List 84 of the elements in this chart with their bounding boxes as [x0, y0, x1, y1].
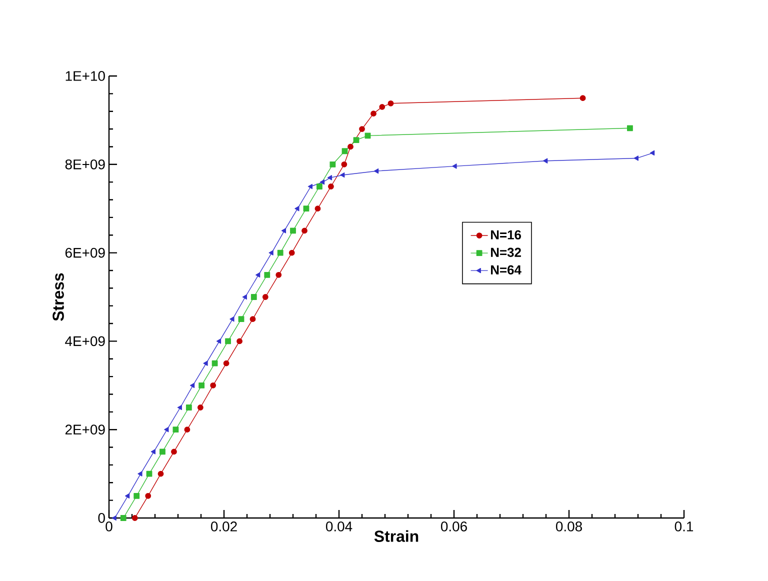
point: [370, 110, 376, 117]
x-tick-label: 0.06: [440, 522, 467, 532]
point: [342, 148, 348, 154]
point: [242, 294, 247, 300]
point: [212, 360, 218, 366]
point: [177, 404, 182, 410]
point: [250, 294, 257, 300]
point: [364, 132, 371, 139]
point: [145, 492, 152, 499]
point: [348, 144, 354, 150]
point: [134, 492, 140, 499]
x-tick-label: 0.08: [556, 522, 582, 532]
y-tick-label: 8E+09: [65, 159, 105, 170]
point: [132, 515, 138, 521]
point: [268, 250, 274, 256]
y-tick-label: 6E+09: [65, 248, 105, 258]
point: [302, 228, 308, 234]
point: [276, 272, 282, 278]
point: [186, 404, 192, 410]
point: [172, 426, 179, 433]
point: [158, 470, 164, 477]
point: [327, 175, 332, 180]
point: [316, 184, 322, 190]
point: [160, 448, 166, 455]
point: [225, 338, 231, 344]
point: [264, 272, 270, 278]
point: [308, 184, 312, 190]
point: [262, 294, 268, 300]
point: [150, 449, 156, 454]
point: [238, 316, 244, 322]
point: [112, 515, 116, 521]
x-tick-label: 0.1: [674, 522, 694, 532]
point: [330, 161, 336, 168]
point: [340, 172, 345, 178]
point: [120, 515, 126, 521]
point: [650, 150, 655, 156]
point: [138, 471, 142, 476]
legend-label: N=32: [491, 248, 521, 257]
point: [281, 228, 286, 234]
point: [320, 179, 325, 185]
point: [627, 125, 633, 132]
point: [452, 164, 457, 169]
point: [236, 338, 242, 344]
point: [290, 228, 296, 234]
point: [328, 184, 334, 190]
point: [543, 158, 548, 164]
point: [288, 250, 295, 256]
point: [164, 427, 169, 432]
point: [256, 272, 260, 278]
point: [250, 316, 256, 322]
point: [353, 137, 360, 144]
point: [359, 126, 365, 132]
y-tick-label: 1E+10: [66, 71, 105, 81]
y-tick-label: 4E+09: [65, 336, 105, 346]
point: [125, 493, 130, 498]
point: [203, 360, 208, 366]
point: [580, 95, 586, 102]
legend-label: N=64: [491, 265, 522, 274]
x-tick-label: 0: [106, 522, 112, 532]
point: [184, 426, 190, 433]
point: [223, 360, 230, 366]
point: [210, 382, 216, 388]
legend-label: N=16: [491, 230, 521, 240]
point: [341, 161, 348, 168]
y-axis-title: Stress: [52, 273, 64, 321]
point: [314, 206, 321, 212]
x-tick-label: 0.02: [210, 522, 237, 532]
point: [277, 250, 284, 256]
x-tick-label: 0.04: [326, 522, 352, 532]
point: [294, 206, 300, 212]
point: [303, 206, 310, 212]
point: [379, 104, 386, 110]
point: [374, 168, 379, 174]
point: [216, 338, 222, 344]
y-tick-label: 0: [98, 513, 105, 523]
y-tick-label: 2E+09: [65, 424, 105, 435]
point: [230, 316, 234, 322]
x-axis-title: Strain: [374, 530, 418, 542]
point: [190, 382, 195, 388]
point: [388, 100, 394, 106]
point: [171, 448, 177, 455]
point: [198, 382, 205, 388]
point: [634, 156, 639, 161]
point: [197, 404, 204, 410]
